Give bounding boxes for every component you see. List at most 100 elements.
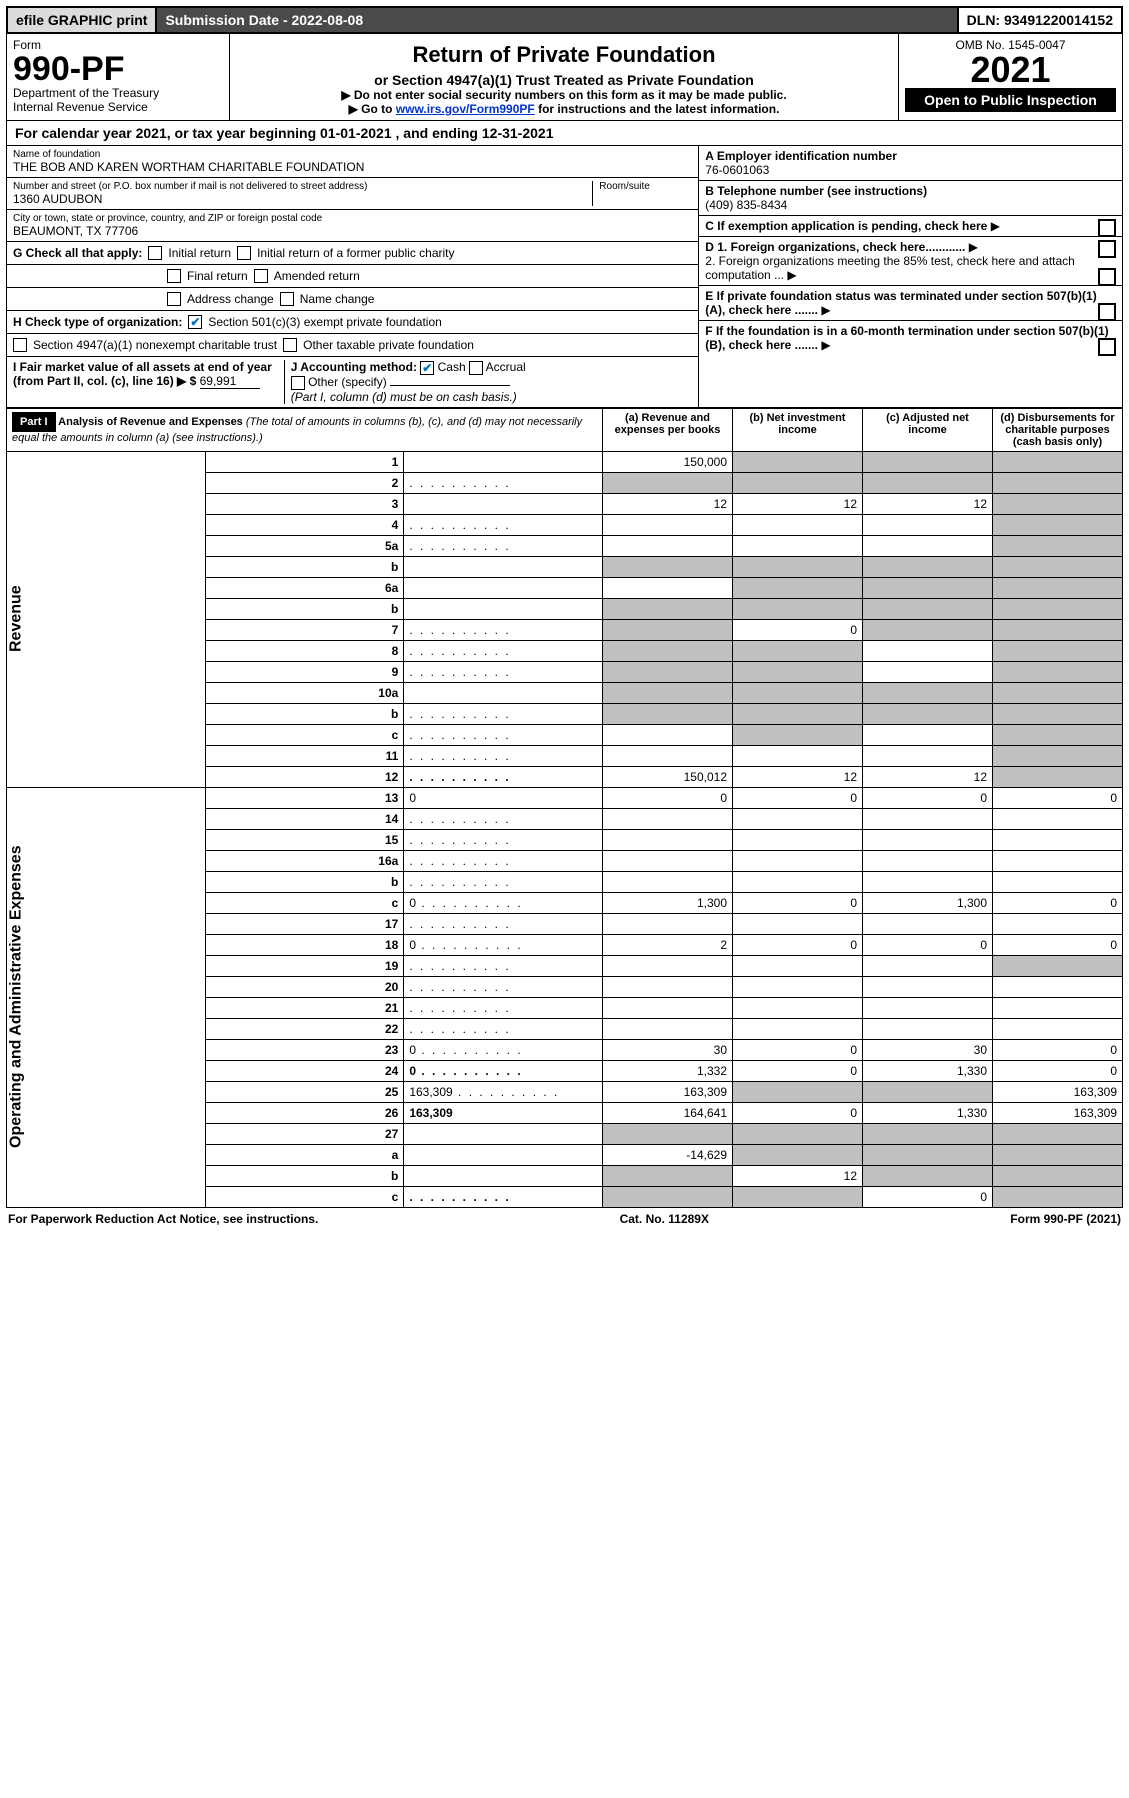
row-desc bbox=[404, 661, 603, 682]
cb-accrual[interactable] bbox=[469, 361, 483, 375]
side-expenses: Operating and Administrative Expenses bbox=[7, 787, 206, 1207]
cb-address[interactable] bbox=[167, 292, 181, 306]
irs-label: Internal Revenue Service bbox=[13, 100, 223, 114]
amt-a bbox=[603, 997, 733, 1018]
cb-f[interactable] bbox=[1098, 338, 1116, 356]
g-initial-former: Initial return of a former public charit… bbox=[257, 246, 454, 260]
row-number: 16a bbox=[205, 850, 404, 871]
row-desc bbox=[404, 1123, 603, 1144]
cb-initial-former[interactable] bbox=[237, 246, 251, 260]
h-other: Other taxable private foundation bbox=[303, 338, 474, 352]
amt-b bbox=[733, 997, 863, 1018]
row-number: c bbox=[205, 1186, 404, 1207]
amt-a: 12 bbox=[603, 493, 733, 514]
amt-d bbox=[993, 514, 1123, 535]
amt-c: 12 bbox=[863, 493, 993, 514]
row-number: c bbox=[205, 892, 404, 913]
arrow-icon: ▶ bbox=[969, 240, 978, 254]
i-value: 69,991 bbox=[200, 374, 260, 389]
amt-d bbox=[993, 598, 1123, 619]
amt-d bbox=[993, 1123, 1123, 1144]
amt-d bbox=[993, 493, 1123, 514]
amt-d: 0 bbox=[993, 1060, 1123, 1081]
amt-b bbox=[733, 1144, 863, 1165]
row-desc: 163,309 bbox=[404, 1081, 603, 1102]
header-center: Return of Private Foundation or Section … bbox=[230, 34, 899, 120]
footer-right: Form 990-PF (2021) bbox=[1010, 1212, 1121, 1226]
amt-a bbox=[603, 1018, 733, 1039]
amt-b bbox=[733, 1081, 863, 1102]
row-desc bbox=[404, 556, 603, 577]
cb-amended[interactable] bbox=[254, 269, 268, 283]
e-label: E If private foundation status was termi… bbox=[705, 289, 1096, 317]
amt-d bbox=[993, 535, 1123, 556]
amt-a bbox=[603, 514, 733, 535]
cb-other-method[interactable] bbox=[291, 376, 305, 390]
amt-d: 163,309 bbox=[993, 1102, 1123, 1123]
amt-c: 1,330 bbox=[863, 1102, 993, 1123]
cb-d2[interactable] bbox=[1098, 268, 1116, 286]
col-a-header: (a) Revenue and expenses per books bbox=[603, 408, 733, 451]
row-number: c bbox=[205, 724, 404, 745]
amt-b bbox=[733, 640, 863, 661]
amt-a bbox=[603, 577, 733, 598]
amt-b bbox=[733, 556, 863, 577]
g-row: G Check all that apply: Initial return I… bbox=[7, 242, 698, 265]
cb-d1[interactable] bbox=[1098, 240, 1116, 258]
amt-a: 163,309 bbox=[603, 1081, 733, 1102]
row-number: 25 bbox=[205, 1081, 404, 1102]
cb-4947[interactable] bbox=[13, 338, 27, 352]
amt-d bbox=[993, 577, 1123, 598]
amt-a: 0 bbox=[603, 787, 733, 808]
row-number: 3 bbox=[205, 493, 404, 514]
row-number: 13 bbox=[205, 787, 404, 808]
amt-a: 1,300 bbox=[603, 892, 733, 913]
cb-cash[interactable] bbox=[420, 361, 434, 375]
cb-c[interactable] bbox=[1098, 219, 1116, 237]
amt-a bbox=[603, 829, 733, 850]
amt-d bbox=[993, 997, 1123, 1018]
cal-mid: , and ending bbox=[396, 125, 482, 141]
col-d-header: (d) Disbursements for charitable purpose… bbox=[993, 408, 1123, 451]
amt-c bbox=[863, 724, 993, 745]
g-amended: Amended return bbox=[274, 269, 360, 283]
street-address: 1360 AUDUBON bbox=[13, 192, 592, 206]
row-number: b bbox=[205, 703, 404, 724]
irs-link[interactable]: www.irs.gov/Form990PF bbox=[396, 102, 535, 116]
row-desc bbox=[404, 640, 603, 661]
arrow-icon: ▶ bbox=[821, 338, 830, 352]
amt-b bbox=[733, 577, 863, 598]
amt-c bbox=[863, 451, 993, 472]
amt-b bbox=[733, 535, 863, 556]
row-number: 24 bbox=[205, 1060, 404, 1081]
cb-e[interactable] bbox=[1098, 303, 1116, 321]
amt-d bbox=[993, 1018, 1123, 1039]
row-number: 20 bbox=[205, 976, 404, 997]
row-number: 17 bbox=[205, 913, 404, 934]
cb-name[interactable] bbox=[280, 292, 294, 306]
amt-d: 0 bbox=[993, 892, 1123, 913]
amt-b bbox=[733, 1018, 863, 1039]
amt-c: 0 bbox=[863, 934, 993, 955]
row-desc: 0 bbox=[404, 892, 603, 913]
cb-other-tax[interactable] bbox=[283, 338, 297, 352]
row-desc bbox=[404, 514, 603, 535]
amt-c bbox=[863, 871, 993, 892]
amt-d: 0 bbox=[993, 1039, 1123, 1060]
col-b-header: (b) Net investment income bbox=[733, 408, 863, 451]
row-number: b bbox=[205, 556, 404, 577]
g-row2: Final return Amended return bbox=[7, 265, 698, 288]
amt-d bbox=[993, 850, 1123, 871]
amt-b bbox=[733, 682, 863, 703]
open-to-public: Open to Public Inspection bbox=[905, 88, 1116, 112]
g-name: Name change bbox=[300, 292, 375, 306]
cb-initial[interactable] bbox=[148, 246, 162, 260]
cb-501c3[interactable] bbox=[188, 315, 202, 329]
amt-d bbox=[993, 955, 1123, 976]
col-c-header: (c) Adjusted net income bbox=[863, 408, 993, 451]
amt-b bbox=[733, 850, 863, 871]
cb-final[interactable] bbox=[167, 269, 181, 283]
amt-b bbox=[733, 955, 863, 976]
amt-b bbox=[733, 703, 863, 724]
amt-d: 0 bbox=[993, 787, 1123, 808]
